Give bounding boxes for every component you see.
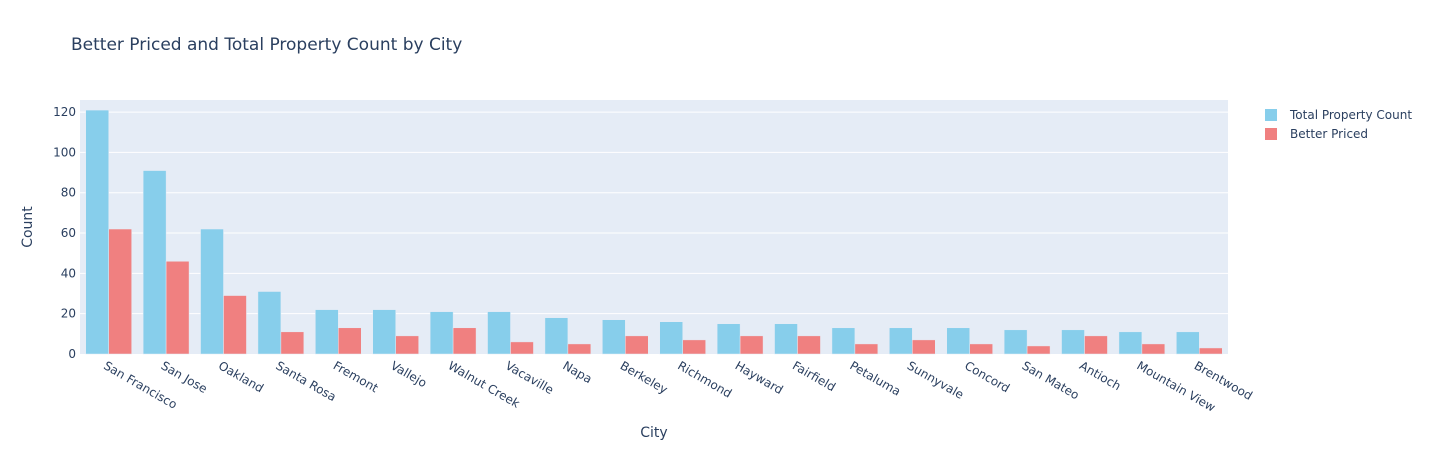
bar-better-priced[interactable] (452, 327, 477, 355)
bar-total[interactable] (315, 309, 339, 355)
x-tick-label: Concord (962, 358, 1012, 395)
x-tick-label: Fremont (331, 358, 381, 395)
bar-better-priced[interactable] (682, 339, 706, 355)
x-tick-label: Santa Rosa (273, 358, 338, 404)
x-tick-label: Sunnyvale (905, 358, 966, 401)
bar-total[interactable] (200, 228, 224, 355)
bar-better-priced[interactable] (338, 327, 362, 355)
bar-total[interactable] (889, 327, 913, 355)
bar-better-priced[interactable] (108, 228, 132, 355)
bar-total[interactable] (487, 311, 511, 355)
legend-item[interactable]: Better Priced (1265, 127, 1368, 141)
bar-total[interactable] (1003, 329, 1028, 355)
bar-total[interactable] (774, 323, 798, 355)
x-tick-label: Antioch (1077, 358, 1123, 393)
bar-total[interactable] (659, 321, 683, 355)
y-axis-ticks: 0 20 40 60 80 100 120 (53, 105, 76, 361)
bar-total[interactable] (1176, 331, 1200, 355)
bar-better-priced[interactable] (567, 343, 592, 355)
bar-total[interactable] (142, 170, 167, 355)
legend-label: Better Priced (1290, 127, 1368, 141)
bar-better-priced[interactable] (1084, 335, 1108, 355)
y-tick-label: 80 (61, 186, 76, 200)
bar-better-priced[interactable] (395, 335, 419, 355)
bar-better-priced[interactable] (797, 335, 821, 355)
bar-better-priced[interactable] (1026, 345, 1051, 355)
x-tick-label: Vallejo (388, 358, 429, 390)
gridlines (80, 111, 1228, 315)
bar-total[interactable] (429, 311, 454, 355)
plot-area (80, 100, 1228, 354)
y-tick-label: 120 (53, 105, 76, 119)
bar-total[interactable] (257, 291, 282, 355)
bar-total[interactable] (85, 109, 109, 355)
legend[interactable]: Total Property Count Better Priced (1265, 108, 1412, 141)
chart-title: Better Priced and Total Property Count b… (71, 35, 462, 55)
bar-better-priced[interactable] (223, 295, 247, 355)
y-tick-label: 20 (61, 307, 76, 321)
bar-better-priced[interactable] (1141, 343, 1166, 355)
legend-swatch (1265, 128, 1277, 140)
y-axis-title: Count (20, 206, 36, 248)
x-tick-label: Napa (560, 358, 594, 386)
bar-total[interactable] (602, 319, 626, 355)
legend-label: Total Property Count (1289, 108, 1412, 122)
x-tick-label: Hayward (733, 358, 786, 397)
bar-total[interactable] (1061, 329, 1085, 355)
bar-total[interactable] (544, 317, 569, 355)
bar-better-priced[interactable] (969, 343, 993, 355)
bar-better-priced[interactable] (280, 331, 305, 355)
bar-total[interactable] (831, 327, 856, 355)
y-tick-label: 60 (61, 226, 76, 240)
bar-better-priced[interactable] (912, 339, 936, 355)
y-tick-label: 100 (53, 145, 76, 159)
x-tick-label: Fairfield (790, 358, 838, 394)
bar-better-priced[interactable] (739, 335, 764, 355)
bar-better-priced[interactable] (854, 343, 879, 355)
x-axis-title: City (640, 425, 667, 441)
bar-better-priced[interactable] (625, 335, 649, 355)
x-tick-label: San Jose (159, 358, 210, 396)
bar-better-priced[interactable] (165, 261, 190, 355)
x-tick-label: Richmond (675, 358, 734, 400)
bar-total[interactable] (1118, 331, 1143, 355)
bar-better-priced[interactable] (510, 341, 534, 355)
bar-better-priced[interactable] (1199, 347, 1223, 355)
bar-total[interactable] (372, 309, 396, 355)
legend-item[interactable]: Total Property Count (1265, 108, 1412, 122)
bars (85, 109, 1223, 355)
x-tick-label: Petaluma (847, 358, 903, 398)
x-tick-label: Oakland (216, 358, 266, 395)
x-tick-label: San Mateo (1020, 358, 1082, 402)
bar-total[interactable] (946, 327, 970, 355)
bar-total[interactable] (716, 323, 741, 355)
y-tick-label: 40 (61, 266, 76, 280)
legend-swatch (1265, 109, 1277, 121)
x-tick-label: Berkeley (618, 358, 670, 396)
y-tick-label: 0 (68, 347, 76, 361)
